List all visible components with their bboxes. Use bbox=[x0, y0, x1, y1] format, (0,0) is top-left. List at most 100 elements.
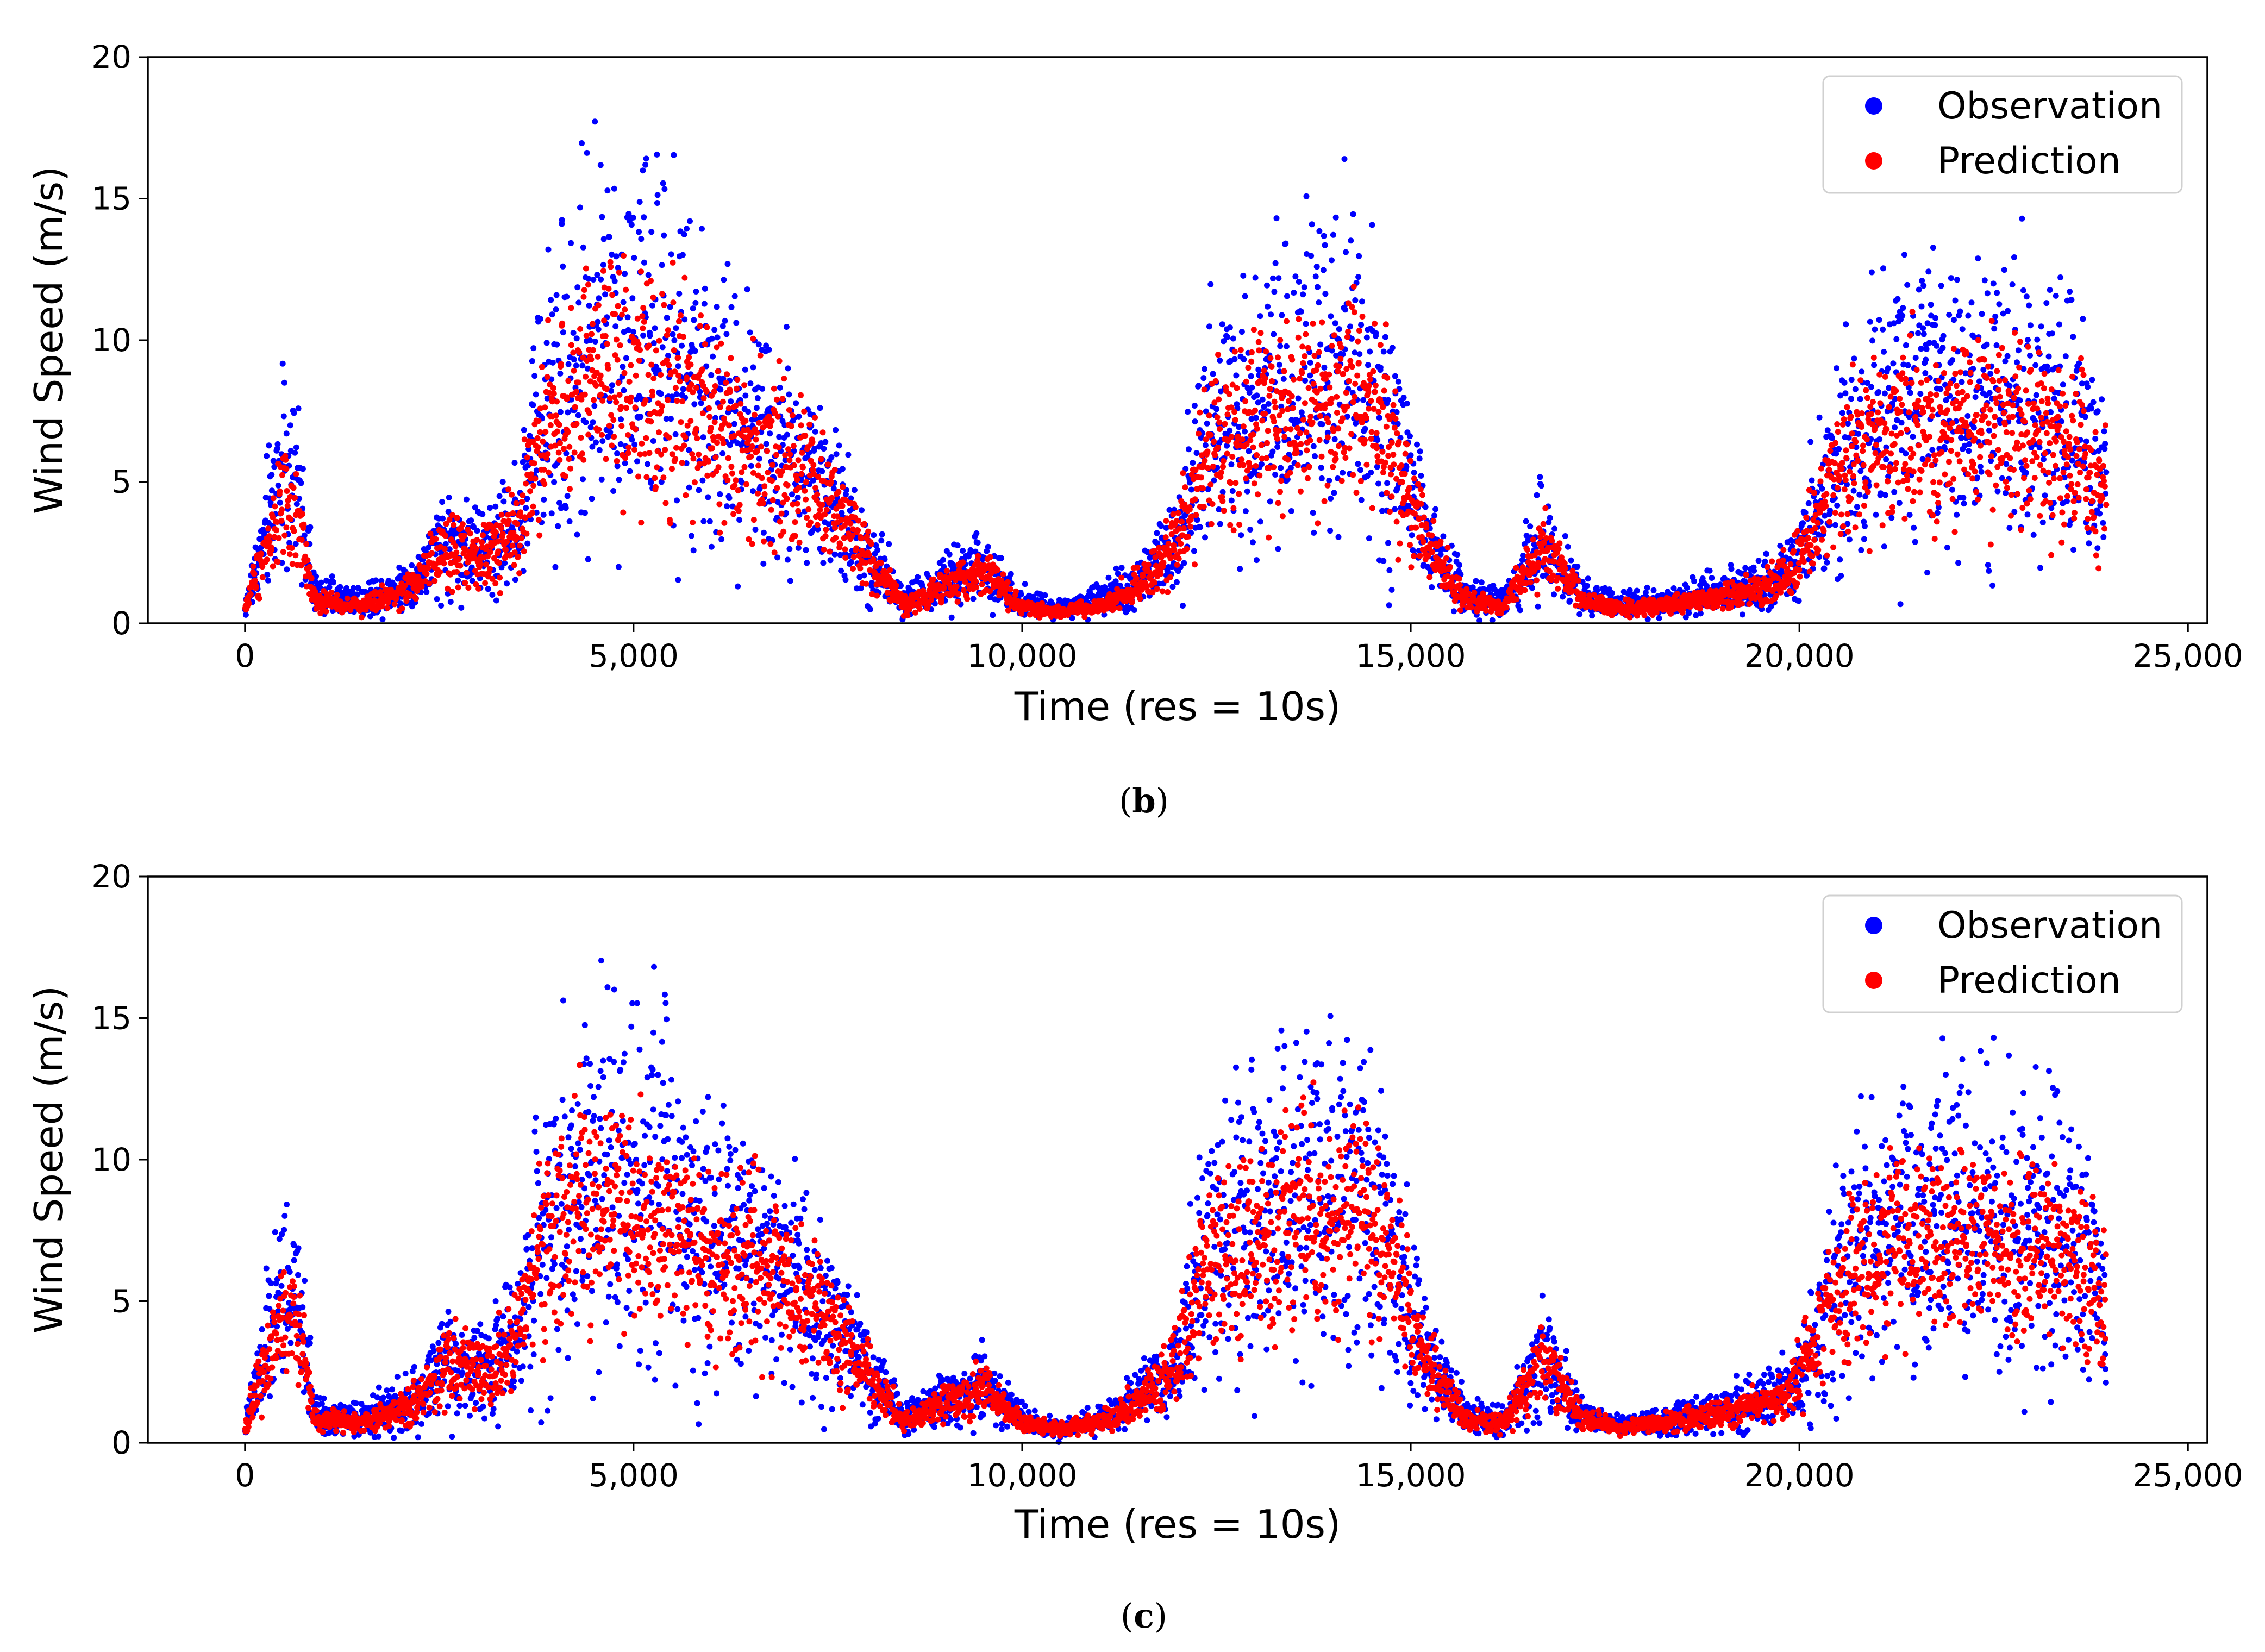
data-point bbox=[276, 535, 282, 541]
data-point bbox=[1267, 498, 1273, 505]
data-point bbox=[691, 479, 698, 486]
data-point bbox=[802, 487, 808, 494]
data-point bbox=[537, 316, 543, 322]
data-point bbox=[789, 491, 795, 498]
data-point bbox=[493, 597, 499, 604]
data-point bbox=[662, 447, 668, 453]
data-point bbox=[1585, 575, 1591, 582]
data-point bbox=[283, 524, 290, 531]
data-point bbox=[855, 517, 862, 524]
data-point bbox=[1991, 326, 1998, 332]
data-point bbox=[786, 407, 792, 413]
data-point bbox=[1388, 586, 1395, 593]
data-point bbox=[1389, 345, 1396, 351]
data-point bbox=[1431, 512, 1438, 519]
data-point bbox=[641, 318, 647, 325]
data-point bbox=[674, 497, 680, 504]
data-point bbox=[887, 567, 893, 573]
data-point bbox=[757, 352, 764, 359]
data-point bbox=[867, 606, 873, 612]
data-point bbox=[615, 380, 622, 386]
data-point bbox=[549, 359, 556, 366]
data-point bbox=[1158, 523, 1164, 529]
data-point bbox=[1451, 608, 1457, 615]
data-point bbox=[473, 546, 480, 552]
data-point bbox=[1855, 430, 1861, 437]
data-point bbox=[293, 501, 300, 507]
data-point bbox=[690, 455, 697, 462]
data-point bbox=[1279, 312, 1285, 318]
data-point bbox=[755, 341, 762, 348]
data-point bbox=[725, 455, 731, 461]
data-point bbox=[674, 398, 680, 404]
data-point bbox=[2023, 470, 2029, 476]
data-point bbox=[621, 370, 628, 376]
data-point bbox=[612, 311, 618, 317]
data-point bbox=[1318, 475, 1325, 481]
data-point bbox=[1978, 468, 1985, 475]
data-point bbox=[1880, 265, 1886, 272]
data-point bbox=[670, 299, 677, 306]
data-point bbox=[589, 443, 596, 450]
data-point bbox=[268, 547, 274, 553]
data-point bbox=[1180, 603, 1186, 609]
data-point bbox=[499, 530, 506, 537]
data-point bbox=[858, 535, 864, 542]
data-point bbox=[1103, 587, 1110, 593]
data-point bbox=[2026, 302, 2032, 309]
data-point bbox=[790, 443, 797, 449]
data-point bbox=[1331, 436, 1338, 442]
data-point bbox=[614, 463, 621, 470]
data-point bbox=[643, 155, 649, 162]
data-point bbox=[802, 433, 809, 439]
data-point bbox=[753, 436, 759, 443]
data-point bbox=[446, 495, 452, 500]
data-point bbox=[509, 491, 515, 498]
data-point bbox=[524, 540, 531, 547]
data-point bbox=[730, 511, 737, 517]
data-point bbox=[462, 580, 468, 586]
data-point bbox=[1367, 348, 1373, 355]
data-point bbox=[284, 488, 290, 494]
data-point bbox=[584, 149, 590, 156]
data-point bbox=[937, 571, 943, 578]
data-point bbox=[735, 508, 742, 514]
data-point bbox=[1873, 511, 1879, 518]
data-point bbox=[1980, 367, 1987, 373]
data-point bbox=[1327, 528, 1334, 534]
data-point bbox=[1984, 290, 1991, 297]
data-point bbox=[1173, 579, 1180, 585]
data-point bbox=[1883, 456, 1889, 462]
data-point bbox=[1856, 491, 1863, 498]
data-point bbox=[579, 450, 585, 457]
data-point bbox=[299, 581, 305, 588]
data-point bbox=[758, 443, 765, 450]
data-point bbox=[1972, 394, 1979, 401]
data-point bbox=[505, 486, 512, 493]
data-point bbox=[1527, 523, 1534, 530]
data-point bbox=[1990, 280, 1997, 287]
data-point bbox=[1805, 500, 1812, 506]
data-point bbox=[1418, 473, 1424, 479]
data-point bbox=[458, 604, 465, 611]
data-point bbox=[1375, 480, 1381, 487]
data-point bbox=[264, 453, 270, 459]
data-point bbox=[337, 584, 343, 590]
data-point bbox=[585, 281, 591, 288]
data-point bbox=[1271, 289, 1278, 295]
data-point bbox=[1185, 409, 1191, 415]
data-point bbox=[1056, 597, 1062, 603]
data-point bbox=[855, 527, 861, 534]
data-point bbox=[1993, 342, 2000, 348]
data-point bbox=[634, 458, 640, 465]
data-point bbox=[1534, 492, 1540, 498]
data-point bbox=[1938, 283, 1944, 289]
data-point bbox=[749, 541, 755, 547]
data-point bbox=[498, 511, 505, 518]
data-point bbox=[799, 449, 805, 456]
data-point bbox=[853, 545, 860, 552]
data-point bbox=[480, 532, 486, 539]
data-point bbox=[1204, 420, 1210, 427]
data-point bbox=[653, 347, 659, 354]
data-point bbox=[1894, 296, 1901, 302]
